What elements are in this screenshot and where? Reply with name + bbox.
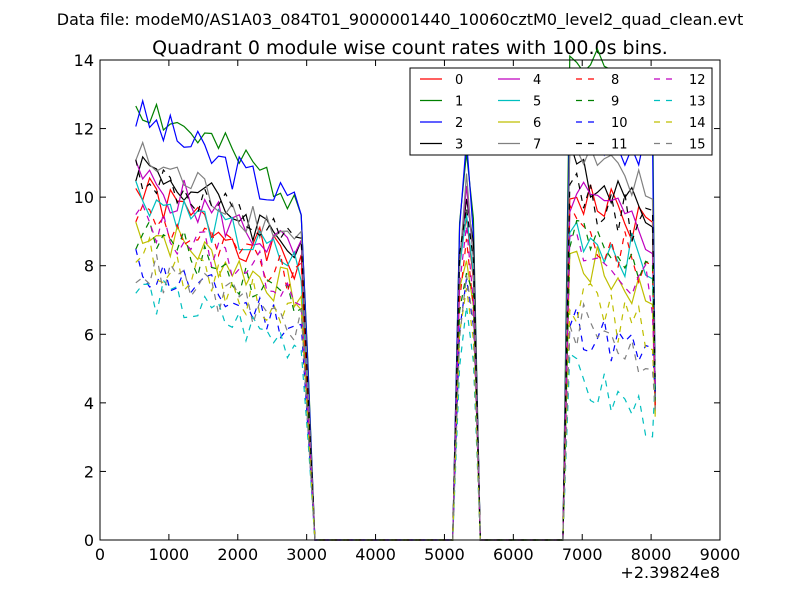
legend-label-3: 3 — [455, 138, 463, 153]
plot-frame — [99, 59, 721, 541]
series-line-11 — [135, 159, 656, 541]
suptitle: Data file: modeM0/AS1A03_084T01_90000014… — [57, 10, 743, 30]
y-tick-label: 8 — [84, 257, 94, 276]
legend-label-15: 15 — [689, 138, 706, 153]
series-line-7 — [135, 140, 656, 541]
legend-label-1: 1 — [455, 95, 463, 110]
y-tick-label: 2 — [84, 462, 94, 481]
y-tick-label: 14 — [74, 51, 94, 70]
legend-label-11: 11 — [611, 138, 628, 153]
y-tick-label: 12 — [74, 120, 94, 139]
x-tick-label: 2000 — [217, 545, 258, 564]
legend-label-13: 13 — [689, 95, 706, 110]
series-line-14 — [135, 235, 656, 541]
legend-label-14: 14 — [689, 116, 706, 131]
legend-label-12: 12 — [689, 73, 706, 88]
series-line-12 — [135, 203, 656, 541]
legend-label-9: 9 — [611, 95, 619, 110]
axis-layer: 0 1000 2000 3000 4000 5000 6000 7000 8000 9000 0 2 4… — [74, 51, 741, 564]
y-tick-label: 10 — [74, 188, 94, 207]
legend-label-0: 0 — [455, 73, 463, 88]
legend-label-6: 6 — [533, 116, 541, 131]
chart-title: Quadrant 0 module wise count rates with … — [152, 37, 668, 59]
x-tick-label: 6000 — [493, 545, 534, 564]
x-tick-label: 5000 — [424, 545, 465, 564]
series-line-6 — [135, 221, 656, 541]
series-line-4 — [135, 160, 656, 541]
x-offset-label: +2.39824e8 — [620, 563, 720, 582]
legend-label-2: 2 — [455, 116, 463, 131]
series-line-3 — [135, 141, 656, 541]
legend-label-10: 10 — [611, 116, 628, 131]
x-tick-label: 8000 — [631, 545, 672, 564]
x-tick-label: 9000 — [700, 545, 741, 564]
x-tick-label: 7000 — [562, 545, 603, 564]
y-tick-label: 6 — [84, 325, 94, 344]
legend-label-5: 5 — [533, 95, 541, 110]
series-line-10 — [135, 248, 656, 541]
y-tick-label: 4 — [84, 394, 94, 413]
x-tick-label: 3000 — [286, 545, 327, 564]
legend-box — [409, 67, 713, 156]
series-line-15 — [135, 254, 656, 541]
y-tick-label: 0 — [84, 531, 94, 550]
legend-label-7: 7 — [533, 138, 541, 153]
legend-label-4: 4 — [533, 73, 541, 88]
x-tick-label: 4000 — [355, 545, 396, 564]
series-layer — [135, 47, 656, 541]
legend-label-8: 8 — [611, 73, 619, 88]
series-line-8 — [135, 204, 656, 541]
x-tick-label: 1000 — [149, 545, 190, 564]
x-tick-label: 0 — [95, 545, 105, 564]
